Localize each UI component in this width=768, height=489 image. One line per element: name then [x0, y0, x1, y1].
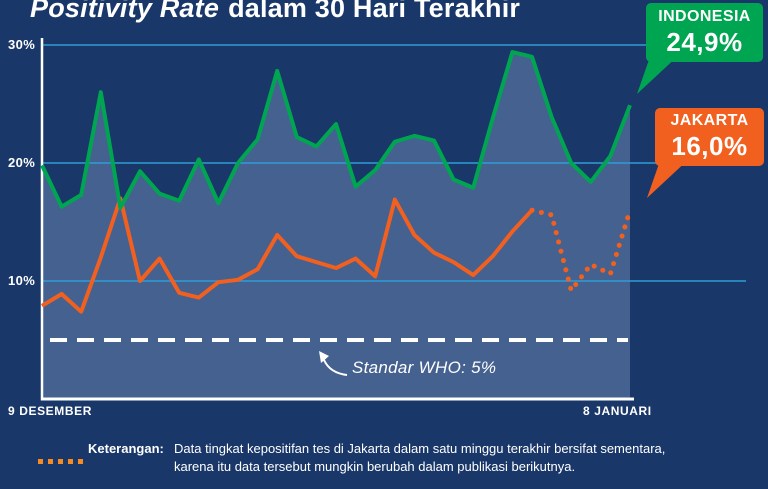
indonesia-line: [40, 50, 632, 210]
area-fill: [42, 52, 630, 399]
y-tick-10: 10%: [8, 273, 36, 288]
chart-title: Positivity Rate dalam 30 Hari Terakhir: [30, 0, 520, 24]
callout-jakarta-label: JAKARTA: [670, 112, 749, 129]
footnote-line2: karena itu data tersebut mungkin berubah…: [174, 459, 576, 474]
jakarta-line: [40, 196, 534, 314]
footnote-label: Keterangan:: [88, 441, 164, 456]
chart-title-rest: dalam 30 Hari Terakhir: [228, 0, 521, 23]
callout-indonesia-label: INDONESIA: [658, 7, 751, 25]
y-tick-20: 20%: [8, 155, 36, 170]
x-axis-end-label: 8 JANUARI: [583, 404, 652, 418]
callout-jakarta: JAKARTA 16,0%: [655, 108, 764, 166]
callout-indonesia-value: 24,9%: [666, 26, 743, 57]
chart-title-italic: Positivity Rate: [30, 0, 220, 23]
footnote-line1: Data tingkat kepositifan tes di Jakarta …: [174, 441, 666, 456]
who-arrow-icon: [323, 359, 348, 376]
who-arrowhead-icon: [319, 351, 329, 363]
jakarta-callout-tail: [647, 158, 690, 198]
dotted-line-legend-icon: [38, 459, 86, 464]
x-axis-start-label: 9 DESEMBER: [8, 404, 93, 418]
y-tick-30: 30%: [8, 37, 36, 52]
who-standard-label: Standar WHO: 5%: [352, 358, 497, 377]
callout-jakarta-value: 16,0%: [671, 131, 748, 161]
callout-indonesia: INDONESIA 24,9%: [646, 3, 763, 62]
indonesia-callout-tail: [637, 54, 680, 94]
jakarta-line-dotted: [529, 207, 633, 297]
